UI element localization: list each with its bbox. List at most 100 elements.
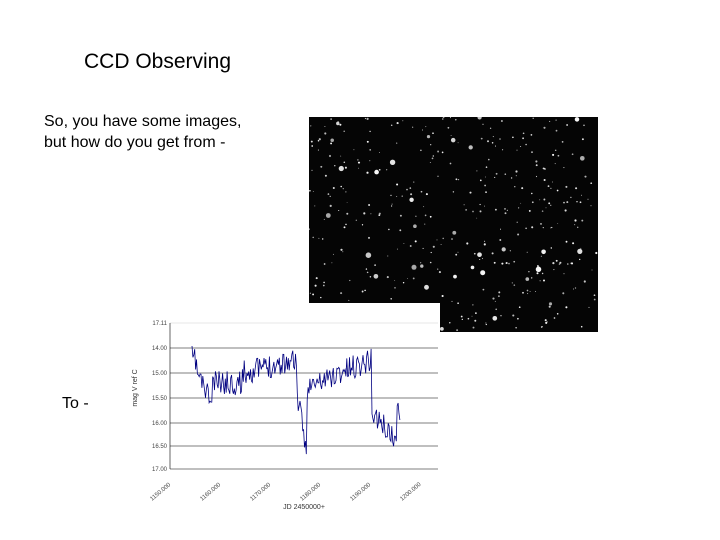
star bbox=[437, 150, 440, 153]
star bbox=[329, 195, 331, 197]
star bbox=[480, 137, 483, 140]
star bbox=[577, 248, 583, 254]
star bbox=[512, 314, 515, 317]
star bbox=[330, 138, 334, 143]
star bbox=[357, 161, 361, 164]
star bbox=[442, 118, 444, 120]
star bbox=[426, 134, 431, 139]
star bbox=[529, 290, 531, 293]
star bbox=[457, 302, 459, 304]
star bbox=[491, 142, 494, 144]
star bbox=[584, 175, 587, 178]
star bbox=[528, 209, 531, 212]
star bbox=[365, 252, 372, 258]
star bbox=[516, 221, 518, 223]
star-field-svg bbox=[309, 117, 598, 332]
star bbox=[343, 161, 346, 163]
y-tick-label: 16.50 bbox=[152, 444, 168, 450]
star bbox=[502, 149, 504, 151]
star bbox=[346, 202, 348, 203]
x-tick-label: 1160.000 bbox=[199, 482, 222, 503]
star bbox=[355, 219, 357, 221]
y-tick-label: 17.11 bbox=[152, 321, 167, 327]
y-tick-label: 15.50 bbox=[152, 396, 168, 402]
star bbox=[409, 187, 412, 189]
star bbox=[453, 274, 457, 279]
star bbox=[329, 204, 332, 207]
star bbox=[455, 253, 458, 256]
star bbox=[531, 226, 534, 229]
star bbox=[494, 176, 496, 178]
star bbox=[396, 183, 399, 186]
star bbox=[366, 171, 369, 174]
star bbox=[540, 326, 543, 328]
star bbox=[402, 282, 405, 284]
star bbox=[513, 260, 516, 263]
star bbox=[543, 126, 546, 129]
star bbox=[317, 149, 319, 151]
star bbox=[526, 251, 528, 253]
star bbox=[500, 315, 502, 317]
star bbox=[353, 149, 355, 151]
star bbox=[310, 140, 313, 143]
star bbox=[501, 262, 504, 265]
star bbox=[323, 281, 325, 284]
star bbox=[549, 120, 551, 122]
star bbox=[461, 318, 463, 321]
star bbox=[420, 149, 422, 152]
star bbox=[534, 290, 537, 293]
star bbox=[399, 229, 402, 232]
star bbox=[520, 145, 522, 148]
star bbox=[378, 168, 381, 171]
star bbox=[363, 212, 366, 215]
star bbox=[574, 224, 576, 226]
star bbox=[420, 264, 424, 268]
star bbox=[565, 185, 568, 188]
star bbox=[491, 252, 494, 255]
star bbox=[330, 118, 332, 120]
star bbox=[345, 223, 347, 226]
star bbox=[415, 215, 417, 217]
slide-body-text: So, you have some images, but how do you… bbox=[44, 113, 242, 151]
star bbox=[406, 188, 408, 191]
star bbox=[583, 280, 586, 283]
star bbox=[322, 284, 325, 287]
star bbox=[390, 298, 392, 300]
star bbox=[312, 293, 315, 296]
star bbox=[452, 230, 457, 235]
star bbox=[340, 185, 342, 188]
star bbox=[550, 247, 553, 249]
star bbox=[320, 165, 323, 168]
star bbox=[361, 224, 364, 226]
star bbox=[396, 248, 398, 250]
star bbox=[449, 322, 451, 324]
star bbox=[499, 239, 502, 241]
star bbox=[530, 277, 533, 279]
star bbox=[450, 134, 452, 136]
star bbox=[556, 189, 559, 192]
star bbox=[420, 262, 422, 264]
star bbox=[590, 182, 593, 185]
star bbox=[522, 137, 524, 140]
star bbox=[576, 226, 579, 229]
star bbox=[310, 125, 312, 127]
star bbox=[423, 206, 425, 208]
star bbox=[311, 169, 313, 171]
star bbox=[552, 262, 555, 265]
star bbox=[449, 162, 452, 165]
star bbox=[396, 122, 399, 125]
light-curve-ylabel: mag V ref C bbox=[132, 369, 139, 406]
star bbox=[413, 224, 417, 229]
star bbox=[358, 167, 360, 169]
star bbox=[570, 196, 572, 199]
star bbox=[374, 264, 376, 266]
star bbox=[432, 245, 435, 248]
star bbox=[412, 277, 415, 280]
star bbox=[517, 317, 519, 320]
star bbox=[312, 191, 314, 193]
star bbox=[451, 238, 453, 240]
star bbox=[513, 284, 516, 286]
star bbox=[565, 240, 568, 243]
star bbox=[515, 175, 517, 177]
star bbox=[504, 212, 507, 215]
